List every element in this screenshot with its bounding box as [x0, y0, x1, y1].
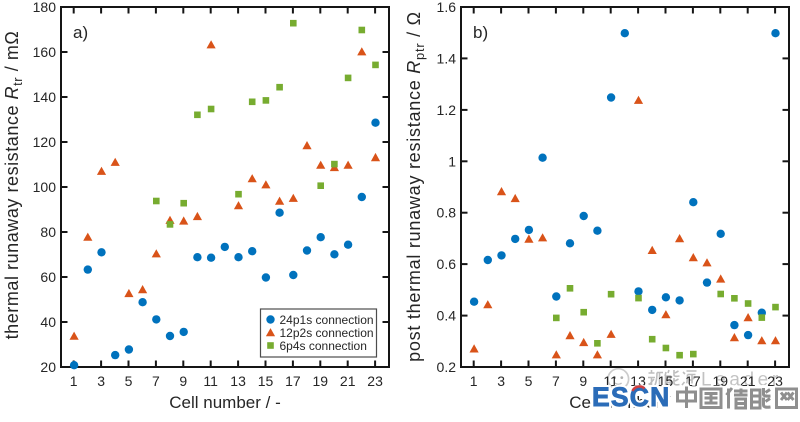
svg-text:20: 20 — [40, 359, 56, 375]
svg-text:15: 15 — [258, 373, 274, 389]
svg-text:180: 180 — [33, 0, 57, 15]
svg-text:1: 1 — [470, 373, 478, 389]
svg-text:15: 15 — [658, 373, 674, 389]
svg-text:7: 7 — [152, 373, 160, 389]
svg-text:40: 40 — [40, 314, 56, 330]
svg-text:23: 23 — [367, 373, 383, 389]
svg-text:0.8: 0.8 — [437, 205, 457, 221]
svg-text:23: 23 — [767, 373, 783, 389]
svg-text:11: 11 — [603, 373, 618, 389]
svg-text:1: 1 — [448, 153, 456, 169]
svg-text:ESCN: ESCN — [592, 382, 670, 412]
svg-text:17: 17 — [285, 373, 301, 389]
svg-text:Cell number / -: Cell number / - — [569, 393, 680, 412]
svg-text:5: 5 — [125, 373, 133, 389]
svg-text:21: 21 — [340, 373, 356, 389]
svg-text:Leader: Leader — [701, 370, 782, 391]
svg-text:1.6: 1.6 — [437, 0, 457, 15]
svg-text:1: 1 — [70, 373, 78, 389]
svg-text:0.4: 0.4 — [437, 308, 457, 324]
svg-text:5: 5 — [525, 373, 533, 389]
svg-text:3: 3 — [497, 373, 505, 389]
svg-text:120: 120 — [33, 134, 57, 150]
svg-text:13: 13 — [230, 373, 246, 389]
svg-text:19: 19 — [313, 373, 329, 389]
svg-text:9: 9 — [179, 373, 187, 389]
svg-text:Cell number / -: Cell number / - — [169, 393, 280, 412]
svg-text:1.4: 1.4 — [437, 50, 457, 66]
svg-text:ESCN: ESCN — [592, 382, 670, 412]
svg-text:0.6: 0.6 — [437, 256, 457, 272]
svg-text:11: 11 — [203, 373, 218, 389]
svg-text:thermal runaway resistance Rtr: thermal runaway resistance Rtr / mΩ — [2, 31, 25, 340]
svg-text:19: 19 — [713, 373, 729, 389]
svg-text:0.2: 0.2 — [437, 359, 457, 375]
svg-text:140: 140 — [33, 89, 57, 105]
svg-text:a): a) — [73, 23, 88, 42]
svg-text:3: 3 — [97, 373, 105, 389]
svg-text:9: 9 — [579, 373, 587, 389]
svg-text:13: 13 — [630, 373, 646, 389]
svg-text:7: 7 — [552, 373, 560, 389]
svg-text:21: 21 — [740, 373, 756, 389]
svg-text:100: 100 — [33, 179, 57, 195]
svg-text:b): b) — [473, 23, 488, 42]
svg-text:12p2s connection: 12p2s connection — [280, 326, 374, 340]
svg-text:24p1s connection: 24p1s connection — [280, 313, 374, 327]
svg-text:1.2: 1.2 — [437, 102, 457, 118]
svg-text:60: 60 — [40, 269, 56, 285]
svg-text:80: 80 — [40, 224, 56, 240]
svg-text:6p4s connection: 6p4s connection — [280, 339, 367, 353]
svg-text:160: 160 — [33, 44, 57, 60]
svg-text:post thermal runaway resistanc: post thermal runaway resistance Rptr / Ω — [404, 11, 427, 362]
